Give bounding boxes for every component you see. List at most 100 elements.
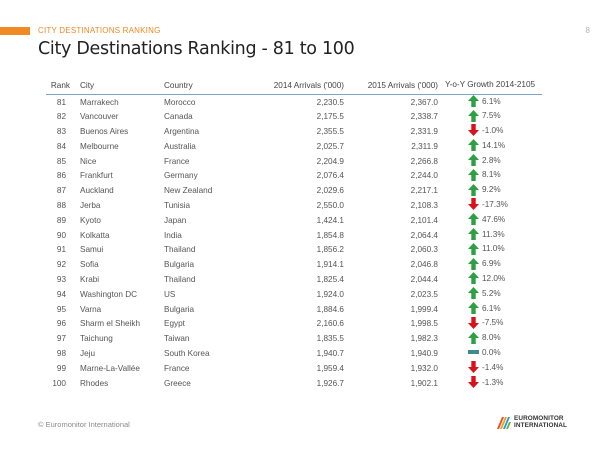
cell-country: Japan	[164, 215, 187, 225]
cell-city: Melbourne	[80, 141, 119, 151]
cell-arrivals-2015: 2,338.7	[410, 112, 438, 122]
cell-rank: 99	[56, 363, 66, 373]
cell-city: Jeju	[80, 348, 96, 358]
cell-rank: 93	[56, 274, 66, 284]
cell-growth: -1.3%	[438, 376, 542, 391]
cell-city: Marne-La-Vallée	[80, 363, 140, 373]
arrow-up-icon	[468, 213, 479, 226]
cell-city: Varna	[80, 304, 102, 314]
cell-growth: 6.1%	[438, 95, 542, 110]
growth-value: 6.1%	[482, 303, 501, 313]
arrow-up-icon	[468, 331, 479, 344]
cell-country: Egypt	[164, 319, 185, 329]
cell-rank: 82	[56, 112, 66, 122]
cell-arrivals-2014: 1,959.4	[316, 363, 344, 373]
cell-arrivals-2015: 1,999.4	[410, 304, 438, 314]
cell-country: Australia	[164, 141, 196, 151]
cell-country: South Korea	[164, 348, 210, 358]
table-row: 97 Taichung Taiwan 1,835.5 1,982.3 8.0%	[46, 331, 542, 346]
table-row: 94 Washington DC US 1,924.0 2,023.5 5.2%	[46, 287, 542, 302]
flat-dash-icon	[468, 346, 479, 358]
growth-value: 8.1%	[482, 170, 501, 180]
cell-growth: 2.8%	[438, 154, 542, 169]
cell-city: Samui	[80, 245, 104, 255]
column-header-country: Country	[164, 80, 250, 95]
column-header-arrivals-2014: 2014 Arrivals ('000)	[250, 80, 344, 95]
table-row: 83 Buenos Aires Argentina 2,355.5 2,331.9 -1.…	[46, 124, 542, 139]
cell-rank: 83	[56, 126, 66, 136]
cell-arrivals-2015: 2,331.9	[410, 126, 438, 136]
cell-growth: 9.2%	[438, 183, 542, 198]
cell-arrivals-2014: 1,926.7	[316, 378, 344, 388]
cell-country: Thailand	[164, 245, 196, 255]
cell-country: Argentina	[164, 126, 200, 136]
arrow-down-icon	[468, 316, 479, 329]
cell-rank: 89	[56, 215, 66, 225]
logo-line-1: EUROMONITOR	[514, 415, 564, 422]
growth-value: 47.6%	[482, 214, 506, 224]
cell-country: US	[164, 289, 176, 299]
cell-arrivals-2015: 2,367.0	[410, 97, 438, 107]
growth-value: -1.4%	[482, 362, 504, 372]
table-header-row: Rank City Country 2014 Arrivals ('000) 2…	[46, 80, 542, 95]
table-row: 89 Kyoto Japan 1,424.1 2,101.4 47.6%	[46, 213, 542, 228]
cell-rank: 95	[56, 304, 66, 314]
cell-arrivals-2014: 2,355.5	[316, 126, 344, 136]
cell-city: Kolkatta	[80, 230, 110, 240]
table-row: 84 Melbourne Australia 2,025.7 2,311.9 14.1%	[46, 139, 542, 154]
arrow-up-icon	[468, 242, 479, 255]
cell-arrivals-2014: 1,924.0	[316, 289, 344, 299]
cell-city: Kyoto	[80, 215, 101, 225]
cell-arrivals-2014: 2,160.6	[316, 319, 344, 329]
growth-value: 14.1%	[482, 140, 506, 150]
growth-value: 6.9%	[482, 259, 501, 269]
cell-country: Canada	[164, 112, 193, 122]
cell-city: Taichung	[80, 334, 113, 344]
arrow-up-icon	[468, 272, 479, 285]
cell-arrivals-2015: 2,108.3	[410, 200, 438, 210]
growth-value: 7.5%	[482, 111, 501, 121]
cell-city: Vancouver	[80, 112, 119, 122]
cell-growth: 0.0%	[438, 346, 542, 361]
table-row: 81 Marrakech Morocco 2,230.5 2,367.0 6.1%	[46, 95, 542, 110]
cell-city: Buenos Aires	[80, 126, 129, 136]
cell-growth: 12.0%	[438, 272, 542, 287]
growth-value: -17.3%	[482, 199, 508, 209]
table-row: 99 Marne-La-Vallée France 1,959.4 1,932.0 -1.…	[46, 361, 542, 376]
cell-arrivals-2015: 2,060.3	[410, 245, 438, 255]
cell-rank: 81	[56, 97, 66, 107]
column-header-growth: Y-o-Y Growth 2014-2105	[438, 80, 542, 95]
cell-arrivals-2015: 2,311.9	[411, 141, 438, 151]
cell-arrivals-2015: 1,982.3	[410, 334, 438, 344]
cell-rank: 92	[56, 260, 66, 270]
growth-value: 11.0%	[482, 244, 505, 254]
cell-rank: 96	[56, 319, 66, 329]
cell-arrivals-2014: 1,914.1	[316, 260, 344, 270]
cell-arrivals-2014: 1,856.2	[316, 245, 344, 255]
cell-rank: 94	[56, 289, 66, 299]
arrow-up-icon	[468, 168, 479, 181]
cell-arrivals-2015: 2,266.8	[410, 156, 438, 166]
cell-country: Bulgaria	[164, 304, 195, 314]
cell-country: Greece	[164, 378, 191, 388]
cell-city: Frankfurt	[80, 171, 113, 181]
column-header-city: City	[80, 80, 164, 95]
growth-value: 9.2%	[482, 185, 501, 195]
cell-city: Sofia	[80, 260, 99, 270]
cell-rank: 100	[52, 378, 66, 388]
table-row: 82 Vancouver Canada 2,175.5 2,338.7 7.5%	[46, 109, 542, 124]
growth-value: 2.8%	[482, 155, 501, 165]
cell-city: Washington DC	[80, 289, 138, 299]
cell-arrivals-2015: 1,902.1	[410, 378, 438, 388]
logo-mark-icon	[497, 417, 511, 429]
arrow-up-icon	[468, 95, 479, 108]
cell-arrivals-2015: 1,940.9	[410, 348, 438, 358]
cell-arrivals-2014: 2,076.4	[316, 171, 344, 181]
column-header-rank: Rank	[46, 80, 80, 95]
cell-growth: -1.0%	[438, 124, 542, 139]
growth-value: 6.1%	[482, 96, 501, 106]
cell-country: India	[164, 230, 182, 240]
cell-arrivals-2015: 1,932.0	[410, 363, 438, 373]
logo-line-2: INTERNATIONAL	[514, 422, 568, 429]
